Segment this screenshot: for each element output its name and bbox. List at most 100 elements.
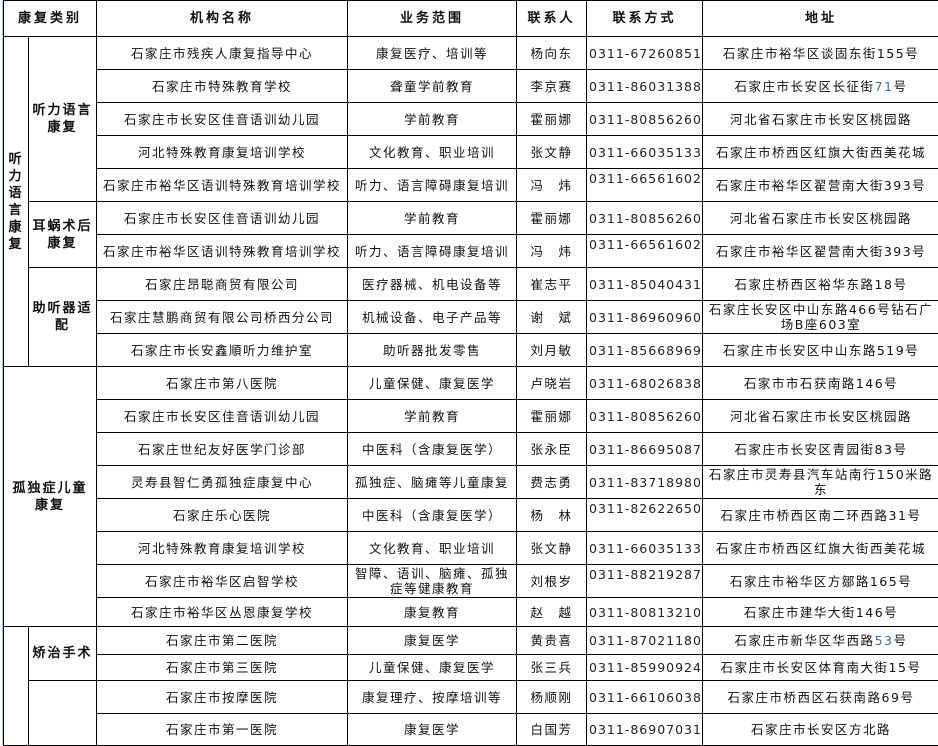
address: 石家庄市建华大街146号 <box>703 598 938 627</box>
phone-number: 0311-86960960 <box>587 301 703 334</box>
contact-person: 杨顺刚 <box>517 681 587 714</box>
header-row: 康复类别 机构名称 业务范围 联系人 联系方式 地址 <box>4 1 938 37</box>
institution-name: 石家庄市裕华区启智学校 <box>97 565 348 598</box>
address: 石家庄市裕华区翟营南大街393号 <box>703 169 938 202</box>
address: 石家庄市灵寿县汽车站南行150米路东 <box>703 466 938 499</box>
address: 石家庄市长安区长征街71号 <box>703 70 938 103</box>
address-highlight: 53 <box>875 633 894 648</box>
institution-name: 河北特殊教育康复培训学校 <box>97 532 348 565</box>
address: 石家市市石获南路146号 <box>703 367 938 400</box>
institution-name: 石家庄市第三医院 <box>97 655 348 681</box>
institution-name: 石家庄市第八医院 <box>97 367 348 400</box>
institution-name: 石家庄市裕华区语训特殊教育培训学校 <box>97 235 348 268</box>
header-phone: 联系方式 <box>587 1 703 37</box>
business-scope: 儿童保健、康复医学 <box>348 367 517 400</box>
business-scope: 学前教育 <box>348 202 517 235</box>
category-autism: 孤独症儿童康复 <box>4 367 97 627</box>
business-scope: 康复理疗、按摩培训等 <box>348 681 517 714</box>
phone-number: 0311-67260851 <box>587 37 703 70</box>
contact-person: 谢 斌 <box>517 301 587 334</box>
subcategory-cochlear: 耳蜗术后康复 <box>29 202 97 268</box>
phone-number: 0311-80856260 <box>587 400 703 433</box>
institution-name: 石家庄市长安鑫順听力维护室 <box>97 334 348 367</box>
phone-number: 0311-66561602 <box>587 235 703 268</box>
address: 石家庄市长安区青园街83号 <box>703 433 938 466</box>
business-scope: 康复医学 <box>348 714 517 746</box>
contact-person: 赵 越 <box>517 598 587 627</box>
contact-person: 张三兵 <box>517 655 587 681</box>
address: 河北省石家庄市长安区桃园路 <box>703 103 938 136</box>
contact-person: 李京赛 <box>517 70 587 103</box>
institution-name: 石家庄市第二医院 <box>97 627 348 655</box>
header-address: 地址 <box>703 1 938 37</box>
business-scope: 听力、语言障碍康复培训 <box>348 235 517 268</box>
institution-name: 石家庄市长安区佳音语训幼儿园 <box>97 202 348 235</box>
phone-number: 0311-86031388 <box>587 70 703 103</box>
phone-number: 0311-87021180 <box>587 627 703 655</box>
subcategory-empty <box>29 681 97 746</box>
business-scope: 康复医学 <box>348 627 517 655</box>
phone-number: 0311-66561602 <box>587 169 703 202</box>
phone-number: 0311-66035133 <box>587 136 703 169</box>
phone-number: 0311-66106038 <box>587 681 703 714</box>
phone-number: 0311-85040431 <box>587 268 703 301</box>
contact-person: 冯 炜 <box>517 169 587 202</box>
subcategory-hearing-aid: 助听器适配 <box>29 268 97 367</box>
contact-person: 白国芳 <box>517 714 587 746</box>
address: 石家庄市桥西区红旗大街西美花城 <box>703 532 938 565</box>
address: 石家庄市长安区体育南大街15号 <box>703 655 938 681</box>
address: 石家庄市裕华区翟营南大街393号 <box>703 235 938 268</box>
business-scope: 聋童学前教育 <box>348 70 517 103</box>
address: 石家庄市新华区华西路53号 <box>703 627 938 655</box>
business-scope: 中医科（含康复医学） <box>348 499 517 532</box>
institution-name: 河北特殊教育康复培训学校 <box>97 136 348 169</box>
institution-name: 石家庄市裕华区丛恩康复学校 <box>97 598 348 627</box>
phone-number: 0311-80856260 <box>587 103 703 136</box>
category-empty <box>4 627 29 746</box>
business-scope: 孤独症、脑瘫等儿童康复 <box>348 466 517 499</box>
address: 石家庄市桥西区南二环西路31号 <box>703 499 938 532</box>
business-scope: 儿童保健、康复医学 <box>348 655 517 681</box>
address: 石家庄市长安区方北路 <box>703 714 938 746</box>
contact-person: 黄贵喜 <box>517 627 587 655</box>
address: 石家庄市裕华区谈固东街155号 <box>703 37 938 70</box>
header-name: 机构名称 <box>97 1 348 37</box>
contact-person: 卢晓岩 <box>517 367 587 400</box>
business-scope: 机械设备、电子产品等 <box>348 301 517 334</box>
business-scope: 学前教育 <box>348 103 517 136</box>
business-scope: 智障、语训、脑瘫、孤独症等健康教育 <box>348 565 517 598</box>
business-scope: 文化教育、职业培训 <box>348 136 517 169</box>
business-scope: 文化教育、职业培训 <box>348 532 517 565</box>
address: 石家庄市桥西区石获南路69号 <box>703 681 938 714</box>
subcategory-orthopedic: 矫治手术 <box>29 627 97 681</box>
phone-number: 0311-80856260 <box>587 202 703 235</box>
business-scope: 助听器批发零售 <box>348 334 517 367</box>
institution-name: 石家庄市特殊教育学校 <box>97 70 348 103</box>
phone-number: 0311-66035133 <box>587 532 703 565</box>
rehab-institutions-table: 康复类别 机构名称 业务范围 联系人 联系方式 地址 听力语言康复听力语言康复石… <box>3 0 938 746</box>
contact-person: 杨 林 <box>517 499 587 532</box>
address: 石家庄市裕华区方鄒路165号 <box>703 565 938 598</box>
institution-name: 石家庄市按摩医院 <box>97 681 348 714</box>
contact-person: 刘月敏 <box>517 334 587 367</box>
header-category: 康复类别 <box>4 1 97 37</box>
category-hearing-language: 听力语言康复 <box>4 37 29 367</box>
contact-person: 冯 炜 <box>517 235 587 268</box>
header-scope: 业务范围 <box>348 1 517 37</box>
institution-name: 石家庄世纪友好医学门诊部 <box>97 433 348 466</box>
institution-name: 石家庄慧鹏商贸有限公司桥西分公司 <box>97 301 348 334</box>
phone-number: 0311-80813210 <box>587 598 703 627</box>
